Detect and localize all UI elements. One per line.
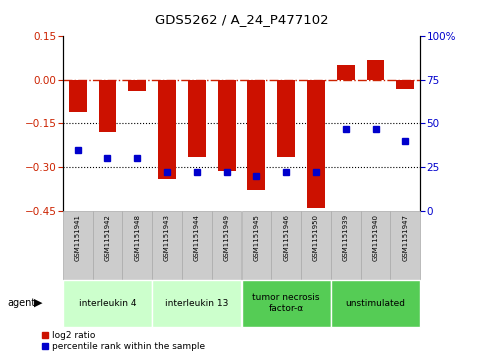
Text: interleukin 13: interleukin 13: [165, 299, 228, 307]
Bar: [182, 211, 212, 280]
Bar: [128, 80, 146, 91]
Bar: [188, 80, 206, 157]
Text: agent: agent: [7, 298, 35, 308]
Text: interleukin 4: interleukin 4: [79, 299, 136, 307]
Legend: log2 ratio, percentile rank within the sample: log2 ratio, percentile rank within the s…: [43, 331, 205, 351]
Bar: [212, 211, 242, 280]
Text: GSM1151939: GSM1151939: [343, 214, 349, 261]
Text: tumor necrosis
factor-α: tumor necrosis factor-α: [253, 293, 320, 313]
Bar: [63, 211, 93, 280]
Text: GSM1151947: GSM1151947: [402, 214, 408, 261]
Bar: [307, 80, 325, 208]
Text: ▶: ▶: [34, 298, 43, 308]
Bar: [331, 280, 420, 327]
Bar: [331, 211, 361, 280]
Text: GSM1151948: GSM1151948: [134, 214, 140, 261]
Text: GSM1151949: GSM1151949: [224, 214, 229, 261]
Text: GSM1151940: GSM1151940: [372, 214, 379, 261]
Text: unstimulated: unstimulated: [345, 299, 406, 307]
Bar: [247, 80, 265, 190]
Bar: [63, 280, 152, 327]
Bar: [390, 211, 420, 280]
Bar: [158, 80, 176, 179]
Bar: [99, 80, 116, 132]
Bar: [397, 80, 414, 89]
Bar: [93, 211, 122, 280]
Bar: [122, 211, 152, 280]
Text: GSM1151945: GSM1151945: [254, 214, 259, 261]
Text: GSM1151950: GSM1151950: [313, 214, 319, 261]
Bar: [69, 80, 86, 112]
Text: GSM1151942: GSM1151942: [104, 214, 111, 261]
Bar: [218, 80, 236, 171]
Bar: [271, 211, 301, 280]
Text: GSM1151946: GSM1151946: [283, 214, 289, 261]
Bar: [337, 65, 355, 80]
Bar: [367, 60, 384, 80]
Text: GSM1151944: GSM1151944: [194, 214, 200, 261]
Bar: [277, 80, 295, 157]
Bar: [361, 211, 390, 280]
Bar: [242, 211, 271, 280]
Bar: [242, 280, 331, 327]
Text: GSM1151941: GSM1151941: [75, 214, 81, 261]
Bar: [152, 211, 182, 280]
Text: GDS5262 / A_24_P477102: GDS5262 / A_24_P477102: [155, 13, 328, 26]
Bar: [152, 280, 242, 327]
Bar: [301, 211, 331, 280]
Text: GSM1151943: GSM1151943: [164, 214, 170, 261]
